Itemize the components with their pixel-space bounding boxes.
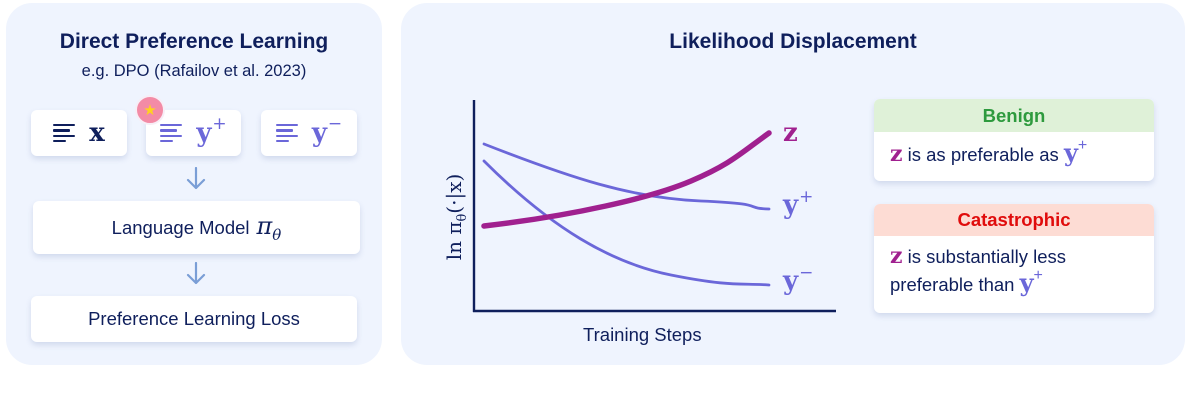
catastrophic-card: Catastrophic z is substantially less pre… xyxy=(874,204,1154,313)
panel-title: Direct Preference Learning xyxy=(59,30,329,53)
prompt-x-card: x xyxy=(31,110,127,156)
y-axis-label: ln πθ(·|x) xyxy=(442,173,470,261)
star-icon: ★ xyxy=(135,95,165,125)
x-axis-label: Training Steps xyxy=(583,324,702,345)
likelihood-chart xyxy=(472,100,836,313)
language-model-label: Language Model xyxy=(111,216,250,238)
benign-card: Benign z is as preferable as y+ xyxy=(874,99,1154,181)
arrow-down-icon xyxy=(186,262,206,285)
pi-theta-symbol: πθ xyxy=(256,211,282,244)
arrow-down-icon xyxy=(186,167,206,190)
text-lines-icon xyxy=(275,123,298,143)
catastrophic-description: z is substantially less preferable than … xyxy=(890,243,1066,297)
text-lines-icon xyxy=(160,123,183,143)
y-minus-curve-label: y− xyxy=(783,263,814,296)
y-minus-symbol: y− xyxy=(311,114,343,148)
panel-subtitle: e.g. DPO (Rafailov et al. 2023) xyxy=(81,62,307,80)
preference-loss-label: Preference Learning Loss xyxy=(88,308,300,329)
text-lines-icon xyxy=(53,123,76,143)
benign-description: z is as preferable as y+ xyxy=(890,137,1088,167)
x-symbol: x xyxy=(89,118,105,148)
y-plus-curve xyxy=(482,142,771,211)
benign-header: Benign xyxy=(874,99,1154,132)
y-plus-symbol: y+ xyxy=(196,114,227,148)
panel-title: Likelihood Displacement xyxy=(669,30,917,53)
dispreferred-response-card: y− xyxy=(261,110,357,156)
y-plus-curve-label: y+ xyxy=(783,187,814,220)
z-curve xyxy=(481,130,772,229)
catastrophic-header: Catastrophic xyxy=(874,204,1154,236)
preference-loss-box: Preference Learning Loss xyxy=(31,296,357,342)
language-model-box: Language Model πθ xyxy=(33,201,360,254)
y-minus-curve xyxy=(482,159,771,287)
z-curve-label: z xyxy=(783,118,798,148)
